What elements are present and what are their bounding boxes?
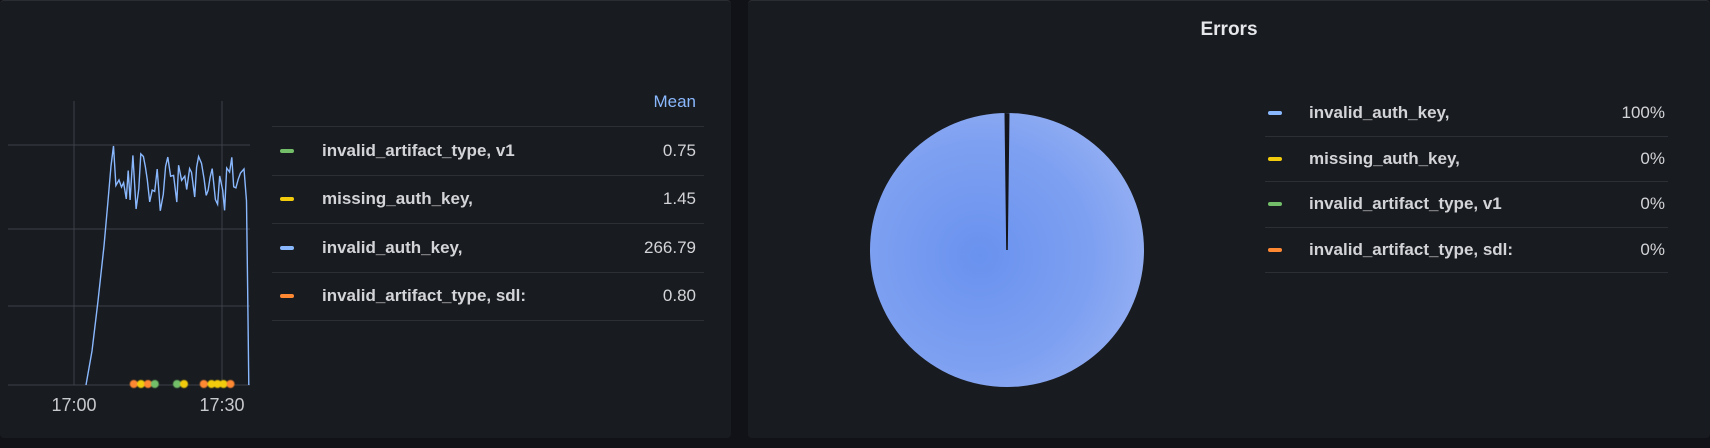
svg-text:17:00: 17:00 — [51, 395, 96, 415]
svg-text:17:30: 17:30 — [199, 395, 244, 415]
